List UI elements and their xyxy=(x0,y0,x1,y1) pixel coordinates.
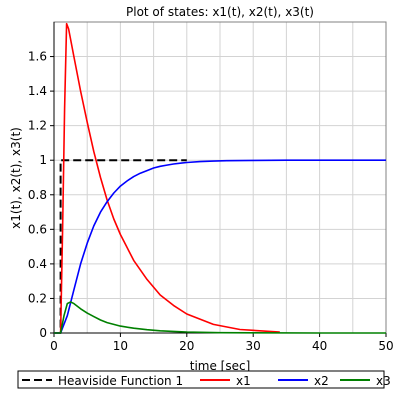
y-tick-label: 1.2 xyxy=(28,119,47,133)
series-line-x2 xyxy=(54,159,386,334)
x-tick-label: 50 xyxy=(378,339,393,353)
grid xyxy=(53,22,387,334)
series-line-x1 xyxy=(54,22,280,334)
legend-label: x1 xyxy=(236,374,251,388)
chart-title: Plot of states: x1(t), x2(t), x3(t) xyxy=(126,5,314,19)
series-line-x3 xyxy=(54,301,386,334)
y-tick-label: 0.6 xyxy=(28,222,47,236)
y-axis-label: x1(t), x2(t), x3(t) xyxy=(9,127,23,229)
x-tick-label: 10 xyxy=(113,339,128,353)
series-lines xyxy=(54,22,386,334)
y-tick-label: 0.8 xyxy=(28,188,47,202)
y-tick-label: 1 xyxy=(39,153,47,167)
y-tick-label: 1.6 xyxy=(28,50,47,64)
axis-ticks: 0 10 20 30 40 50 0 0.2 0.4 0.6 0.8 1 1.2 1.4 1.6 xyxy=(28,22,394,353)
y-tick-label: 1.4 xyxy=(28,84,47,98)
x-axis-label: time [sec] xyxy=(190,359,251,373)
y-tick-label: 0.4 xyxy=(28,257,47,271)
legend-label: x2 xyxy=(314,374,329,388)
y-tick-label: 0.2 xyxy=(28,291,47,305)
legend-label: x3 xyxy=(376,374,391,388)
x-tick-label: 20 xyxy=(179,339,194,353)
x-tick-label: 30 xyxy=(246,339,261,353)
x-tick-label: 40 xyxy=(312,339,327,353)
legend: Heaviside Function 1 x1 x2 x3 xyxy=(17,370,391,389)
x-tick-label: 0 xyxy=(50,339,58,353)
legend-label: Heaviside Function 1 xyxy=(58,374,183,388)
y-tick-label: 0 xyxy=(39,326,47,340)
